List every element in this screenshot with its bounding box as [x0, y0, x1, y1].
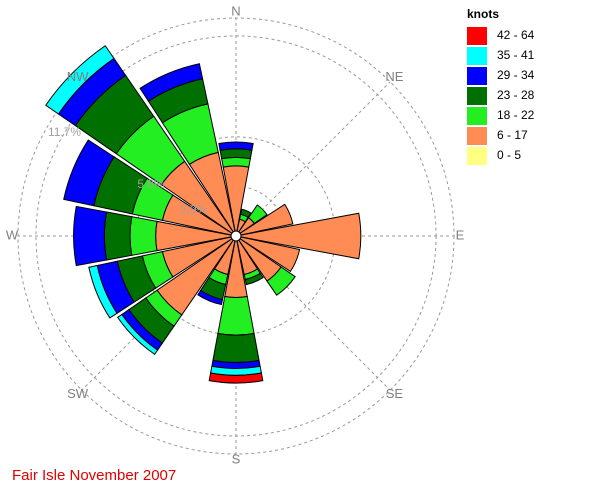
wind-segment: [88, 264, 118, 319]
legend-title: knots: [467, 7, 499, 21]
legend-label: 0 - 5: [497, 148, 521, 162]
legend-label: 35 - 41: [497, 48, 535, 62]
direction-label: E: [456, 227, 465, 242]
caption: Fair Isle November 2007: [12, 467, 176, 484]
wind-segment: [219, 148, 253, 160]
wind-segment: [247, 204, 268, 225]
grid-ring: [35, 35, 437, 437]
wind-segment: [235, 212, 362, 260]
wind-segment: [103, 211, 133, 261]
legend-swatch: [467, 107, 487, 125]
legend-swatch: [467, 87, 487, 105]
legend-swatch: [467, 27, 487, 45]
wind-segment: [244, 272, 264, 286]
legend-swatch: [467, 67, 487, 85]
wind-segment: [218, 141, 254, 151]
legend-swatch: [467, 127, 487, 145]
wind-segment: [217, 295, 255, 336]
direction-label: NE: [385, 69, 403, 84]
wind-segment: [240, 208, 252, 219]
ring-label: 11.7%: [48, 125, 81, 139]
wind-segment: [73, 205, 108, 267]
wind-segment: [235, 235, 301, 273]
wind-segment: [266, 266, 296, 296]
wind-segment: [235, 203, 294, 237]
direction-label: S: [232, 451, 241, 466]
wind-segment: [45, 45, 115, 115]
direction-label: N: [231, 3, 240, 18]
ring-label: 5.8%: [137, 177, 165, 191]
wind-segment: [212, 332, 260, 363]
legend-label: 23 - 28: [497, 88, 535, 102]
wind-segment: [197, 289, 224, 306]
legend-label: 42 - 64: [497, 28, 535, 42]
direction-label: NW: [67, 69, 89, 84]
center: [230, 230, 242, 242]
wind-segment: [221, 156, 251, 168]
legend-swatch: [467, 147, 487, 165]
wind-segment: [139, 63, 204, 102]
wind-segment: [208, 372, 264, 384]
legend-label: 18 - 22: [497, 108, 535, 122]
legend-label: 6 - 17: [497, 128, 528, 142]
direction-label: SE: [386, 386, 404, 401]
wind-segment: [63, 139, 115, 207]
wind-segment: [129, 216, 158, 256]
legend-swatch: [467, 47, 487, 65]
ring-label: 2.9%: [180, 203, 208, 217]
direction-label: W: [6, 227, 19, 242]
legend-label: 29 - 34: [497, 68, 535, 82]
direction-label: SW: [67, 386, 89, 401]
